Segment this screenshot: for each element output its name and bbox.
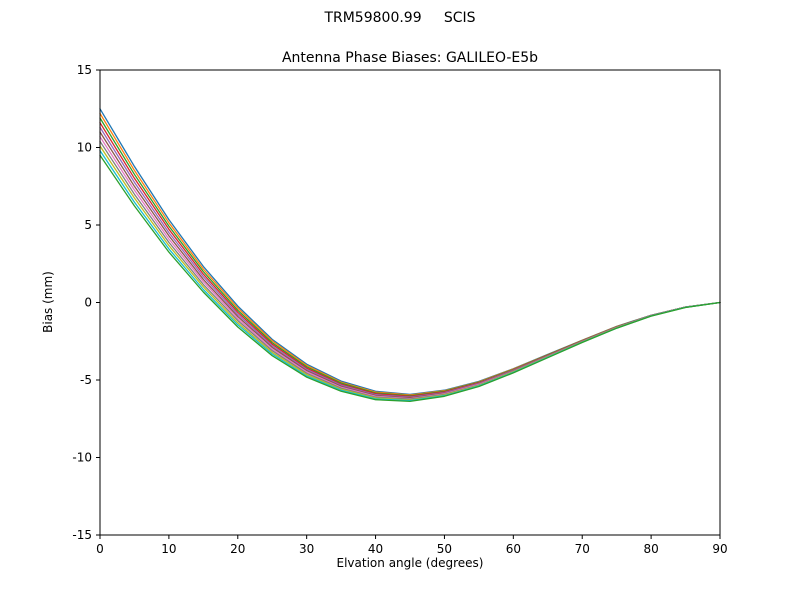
x-tick-label: 70 [575,542,590,556]
x-tick-label: 60 [506,542,521,556]
series-line [99,131,721,399]
x-tick-label: 80 [643,542,658,556]
series-line [99,122,721,398]
series-line [99,145,721,401]
x-tick-label: 90 [712,542,727,556]
y-tick-label: 5 [84,218,92,232]
y-tick-label: 0 [84,296,92,310]
series-line [99,108,721,396]
series-line [99,117,721,397]
x-tick-label: 10 [161,542,176,556]
x-tick-label: 40 [368,542,383,556]
x-axis-label: Elvation angle (degrees) [336,556,484,570]
axes-spines [99,69,721,536]
series-line [99,126,721,398]
x-tick-label: 0 [96,542,104,556]
y-tick-label: -5 [80,373,92,387]
x-tick-label: 20 [230,542,245,556]
x-tick-label: 30 [299,542,314,556]
series-line [99,140,721,400]
y-tick-label: 10 [77,141,92,155]
x-tick-label: 50 [437,542,452,556]
y-tick-label: -10 [72,451,92,465]
y-tick-label: 15 [77,63,92,77]
y-tick-label: -15 [72,528,92,542]
series-line [99,136,721,400]
axes-title: Antenna Phase Biases: GALILEO-E5b [281,50,539,66]
series-line [99,112,721,396]
series-line [99,149,721,402]
figure-suptitle: TRM59800.99 SCIS [324,10,476,26]
series-line [99,154,721,403]
